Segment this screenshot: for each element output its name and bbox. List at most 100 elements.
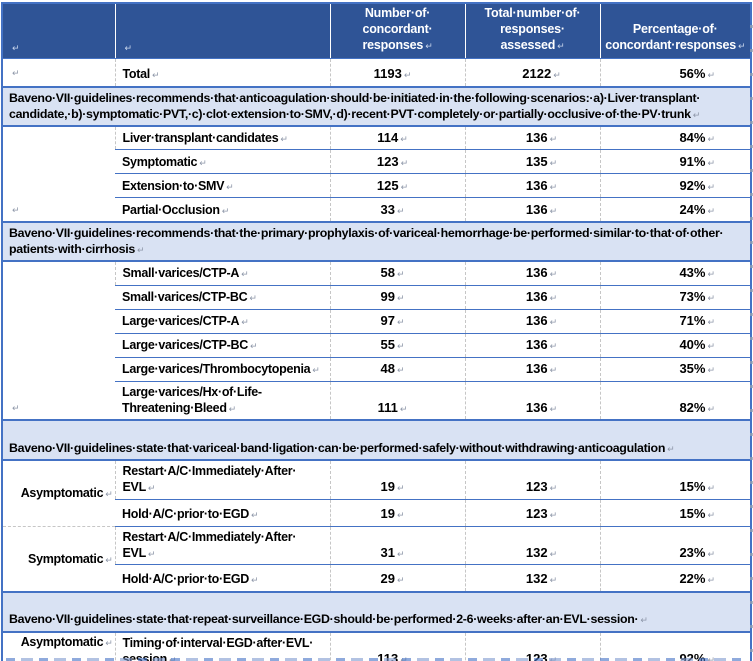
value-assessed: 132 — [526, 545, 557, 560]
value-assessed: 136 — [526, 313, 557, 328]
row-label: Timing·of·interval·EGD·after·EVL·session — [123, 636, 314, 661]
value-percent: 82% — [679, 400, 715, 415]
cell-end-mark — [10, 63, 20, 81]
value-percent: 15% — [679, 506, 715, 521]
header-label: Percentage·of·concordant·responses — [605, 22, 745, 52]
value-concordant: 111 — [378, 400, 408, 415]
value-concordant: 33 — [380, 202, 404, 217]
section-title: Baveno·VII·guidelines·state·that·varicea… — [9, 441, 674, 455]
table-row: Asymptomatic Restart·A/C·Immediately·Aft… — [2, 459, 751, 526]
total-label: Total — [123, 67, 160, 81]
value-concordant: 114 — [377, 130, 408, 145]
value-assessed: 136 — [526, 400, 557, 415]
group-label: Asymptomatic — [21, 635, 113, 649]
value-concordant: 19 — [380, 479, 404, 494]
section-header-surveillance-egd: Baveno·VII·guidelines·state·that·repeat·… — [2, 590, 751, 633]
value-assessed: 132 — [526, 571, 557, 586]
section-header-band-ligation: Baveno·VII·guidelines·state·that·varicea… — [2, 419, 751, 461]
table-row: Small·varices/CTP-A 58 136 43% — [2, 260, 751, 420]
value-percent: 40% — [679, 337, 715, 352]
header-cell-concordant: Number·of·concordant·responses — [329, 3, 465, 59]
cell-end-mark — [10, 398, 20, 416]
table-row: Partial·Occlusion 33 136 24% — [2, 197, 751, 222]
table-row: Large·varices/Thrombocytopenia 48 136 35… — [2, 356, 751, 381]
value-assessed: 135 — [526, 154, 557, 169]
value-assessed: 123 — [526, 479, 557, 494]
row-label: Partial·Occlusion — [122, 203, 229, 217]
group-label: Symptomatic — [28, 552, 112, 566]
table-row: Symptomatic 123 135 91% — [2, 149, 751, 174]
table-row: Hold·A/C·prior·to·EGD 19 123 15% — [2, 498, 751, 526]
row-label: Large·varices/CTP-BC — [122, 338, 257, 352]
value-assessed: 123 — [526, 506, 557, 521]
value-percent: 43% — [679, 265, 715, 280]
value-percent: 35% — [679, 361, 715, 376]
section-header-anticoagulation: Baveno·VII·guidelines·recommends·that·an… — [2, 85, 751, 127]
table-row: Asymptomatic Timing·of·interval·EGD·afte… — [2, 631, 751, 661]
total-assessed: 2122 — [464, 58, 600, 87]
header-cell-assessed: Total·number·of·responses·assessed — [464, 3, 600, 59]
row-label: Small·varices/CTP-BC — [122, 290, 257, 304]
cell-end-mark — [123, 39, 132, 55]
total-percent: 56% — [599, 58, 751, 87]
section-title: Baveno·VII·guidelines·recommends·that·th… — [9, 226, 724, 256]
total-row: Total 1193 2122 56% — [2, 58, 751, 87]
section-title: Baveno·VII·guidelines·state·that·repeat·… — [9, 612, 648, 626]
table-row: Small·varices/CTP-BC 99 136 73% — [2, 284, 751, 309]
table-row: Large·varices/CTP-A 97 136 71% — [2, 308, 751, 333]
value-assessed: 136 — [526, 130, 557, 145]
group-cell-asymptomatic: Asymptomatic — [2, 459, 115, 526]
value-percent: 24% — [679, 202, 715, 217]
row-label: Restart·A/C·Immediately·After·EVL — [123, 530, 297, 560]
table-row: Large·varices/CTP-BC 55 136 40% — [2, 332, 751, 357]
value-percent: 73% — [679, 289, 715, 304]
value-assessed: 136 — [526, 178, 557, 193]
row-label: Symptomatic — [122, 155, 206, 169]
row-label: Large·varices/Thrombocytopenia — [122, 362, 320, 376]
value-percent: 92% — [679, 651, 715, 661]
value-percent: 15% — [679, 479, 715, 494]
value-concordant: 31 — [380, 545, 404, 560]
end-of-row-marks — [750, 4, 753, 654]
group-cell-asymptomatic: Asymptomatic — [2, 631, 115, 661]
cell-end-mark — [10, 39, 19, 55]
value-assessed: 136 — [526, 289, 557, 304]
row-label: Restart·A/C·Immediately·After·EVL — [123, 464, 297, 494]
total-concordant: 1193 — [329, 58, 465, 87]
table-row: Large·varices/Hx·of·Life-Threatening·Ble… — [2, 380, 751, 420]
total-label-cell: Total — [114, 58, 330, 87]
row-label: Large·varices/Hx·of·Life-Threatening·Ble… — [122, 385, 262, 415]
value-percent: 92% — [679, 178, 715, 193]
table-row: Extension·to·SMV 125 136 92% — [2, 173, 751, 198]
header-cell-percent: Percentage·of·concordant·responses — [599, 3, 751, 59]
group-label: Asymptomatic — [21, 486, 113, 500]
row-label: Liver·transplant·candidates — [123, 131, 288, 145]
row-label: Extension·to·SMV — [122, 179, 233, 193]
value-percent: 91% — [679, 154, 715, 169]
value-percent: 22% — [679, 571, 715, 586]
header-label: Number·of·concordant·responses — [362, 6, 432, 52]
row-label: Small·varices/CTP-A — [123, 266, 249, 280]
value-percent: 23% — [679, 545, 715, 560]
value-assessed: 136 — [526, 337, 557, 352]
table-row: Hold·A/C·prior·to·EGD 29 132 22% — [2, 564, 751, 592]
row-label: Large·varices/CTP-A — [122, 314, 249, 328]
header-cell-empty-label — [114, 3, 330, 59]
value-concordant: 125 — [377, 178, 408, 193]
table-row: Symptomatic Restart·A/C·Immediately·Afte… — [2, 525, 751, 592]
cell-end-mark — [10, 200, 20, 218]
value-concordant: 113 — [377, 651, 408, 661]
empty-group-cell — [2, 125, 115, 222]
value-concordant: 48 — [380, 361, 404, 376]
row-label: Hold·A/C·prior·to·EGD — [122, 572, 258, 586]
value-concordant: 58 — [380, 265, 404, 280]
section-header-prophylaxis: Baveno·VII·guidelines·recommends·that·th… — [2, 220, 751, 263]
header-label: Total·number·of·responses·assessed — [485, 6, 581, 52]
cropped-text-line — [6, 658, 746, 661]
value-assessed: 136 — [526, 361, 557, 376]
group-cell-symptomatic: Symptomatic — [2, 525, 115, 592]
value-concordant: 99 — [380, 289, 404, 304]
value-concordant: 19 — [380, 506, 404, 521]
